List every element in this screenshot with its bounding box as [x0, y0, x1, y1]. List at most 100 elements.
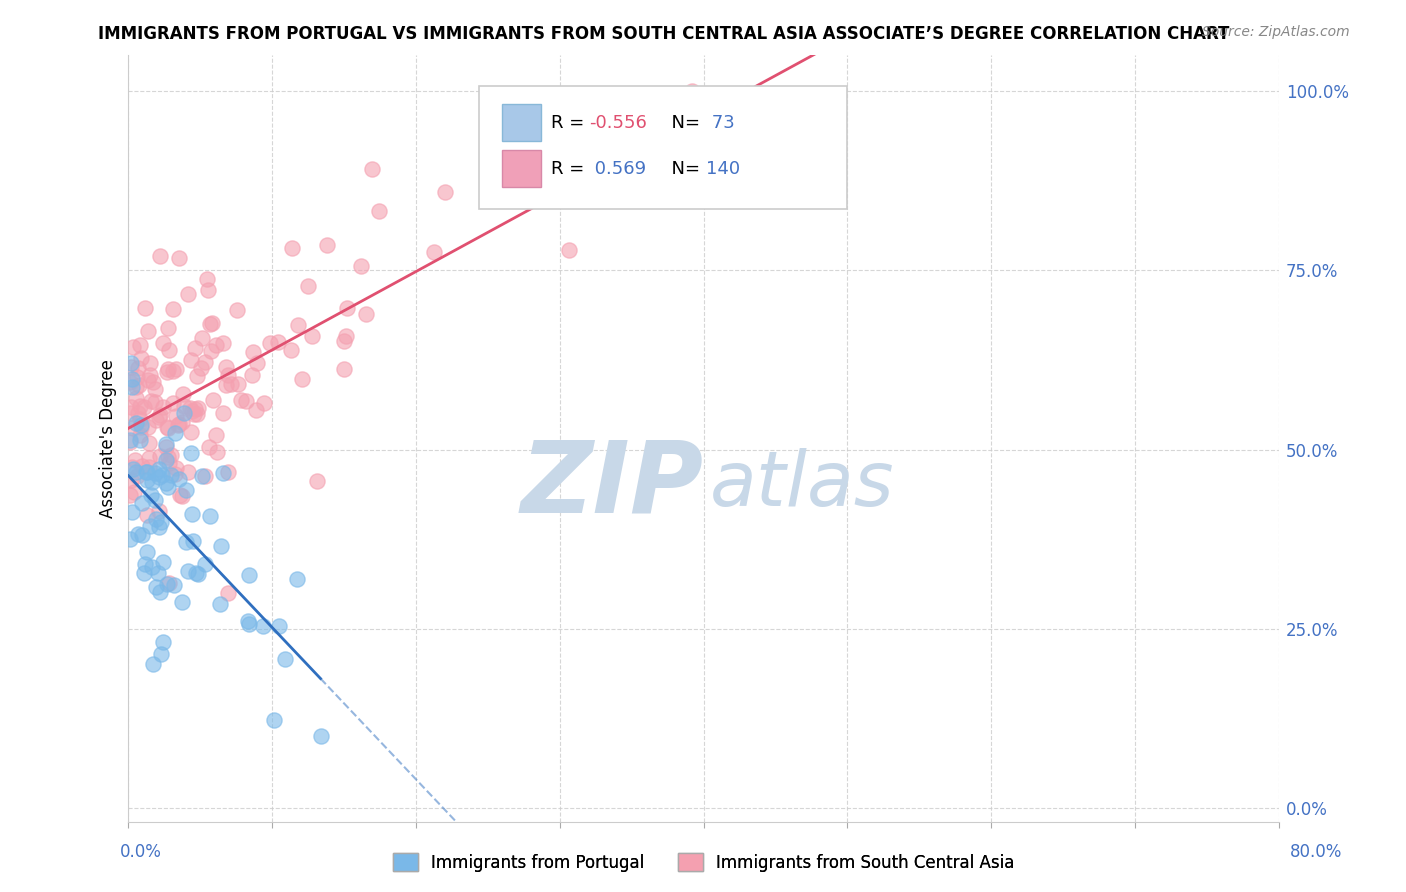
Point	[152, 335, 174, 350]
Point	[156, 421, 179, 435]
Point	[215, 359, 238, 374]
Point	[122, 461, 145, 475]
Point	[118, 375, 141, 389]
Point	[423, 245, 446, 260]
Point	[246, 356, 269, 370]
Text: 0.0%: 0.0%	[120, 843, 162, 861]
Text: Source: ZipAtlas.com: Source: ZipAtlas.com	[1202, 25, 1350, 39]
Point	[134, 301, 156, 315]
Point	[124, 417, 146, 431]
Point	[242, 345, 264, 359]
Point	[238, 568, 260, 582]
Point	[181, 533, 204, 548]
Point	[121, 372, 143, 386]
Legend: Immigrants from Portugal, Immigrants from South Central Asia: Immigrants from Portugal, Immigrants fro…	[392, 854, 1015, 871]
Text: -0.556: -0.556	[589, 113, 647, 132]
Point	[172, 595, 194, 609]
Point	[127, 469, 149, 483]
Point	[156, 365, 179, 379]
Point	[434, 185, 457, 199]
Point	[121, 459, 143, 474]
Point	[226, 302, 249, 317]
Point	[367, 203, 389, 218]
Point	[236, 614, 259, 628]
Text: R =: R =	[551, 160, 589, 178]
Point	[148, 461, 170, 475]
Point	[118, 532, 141, 546]
Point	[163, 425, 186, 440]
Point	[145, 466, 167, 480]
Point	[163, 577, 186, 591]
Point	[122, 484, 145, 499]
Y-axis label: Associate's Degree: Associate's Degree	[100, 359, 117, 518]
Point	[173, 399, 195, 413]
Point	[142, 657, 165, 672]
Point	[142, 375, 165, 389]
Point	[205, 338, 228, 352]
Point	[162, 302, 184, 317]
Point	[184, 341, 207, 355]
Point	[166, 418, 188, 433]
Point	[124, 380, 146, 394]
Point	[149, 249, 172, 263]
Point	[152, 556, 174, 570]
Point	[165, 409, 187, 423]
Point	[209, 597, 232, 611]
Point	[217, 466, 239, 480]
Point	[121, 505, 143, 519]
Point	[307, 475, 329, 489]
Text: 80.0%: 80.0%	[1291, 843, 1343, 861]
Point	[333, 334, 356, 348]
Point	[204, 428, 226, 442]
Point	[186, 566, 208, 581]
Point	[361, 161, 384, 176]
Point	[191, 331, 214, 345]
Point	[172, 387, 194, 401]
Point	[129, 338, 152, 352]
Point	[285, 572, 308, 586]
FancyBboxPatch shape	[479, 86, 848, 209]
Point	[187, 401, 209, 415]
Point	[335, 329, 357, 343]
Point	[195, 272, 218, 286]
Point	[150, 647, 173, 661]
Point	[160, 448, 183, 462]
Point	[120, 474, 142, 488]
Point	[170, 489, 193, 503]
Point	[194, 558, 217, 572]
Point	[200, 508, 222, 523]
Point	[217, 586, 239, 600]
Text: atlas: atlas	[710, 448, 894, 522]
Point	[145, 512, 167, 526]
Point	[167, 251, 190, 265]
Point	[143, 382, 166, 396]
Point	[240, 368, 263, 382]
Point	[274, 651, 297, 665]
Point	[287, 318, 309, 332]
Point	[301, 329, 323, 343]
Point	[557, 243, 579, 257]
Point	[245, 402, 267, 417]
Point	[197, 283, 219, 297]
Point	[139, 519, 162, 533]
Point	[180, 446, 202, 460]
Point	[174, 535, 197, 549]
Point	[187, 566, 209, 581]
Point	[169, 417, 191, 431]
Point	[259, 336, 281, 351]
Point	[156, 362, 179, 376]
Text: N=: N=	[659, 113, 706, 132]
Text: N=: N=	[659, 160, 706, 178]
Point	[156, 577, 179, 591]
Point	[136, 545, 159, 559]
Point	[136, 419, 159, 434]
Point	[138, 451, 160, 466]
Point	[134, 566, 156, 580]
Point	[201, 392, 224, 407]
Point	[134, 400, 156, 414]
Point	[309, 729, 332, 743]
Point	[162, 364, 184, 378]
Point	[350, 259, 373, 273]
Point	[207, 445, 229, 459]
Point	[183, 407, 205, 421]
